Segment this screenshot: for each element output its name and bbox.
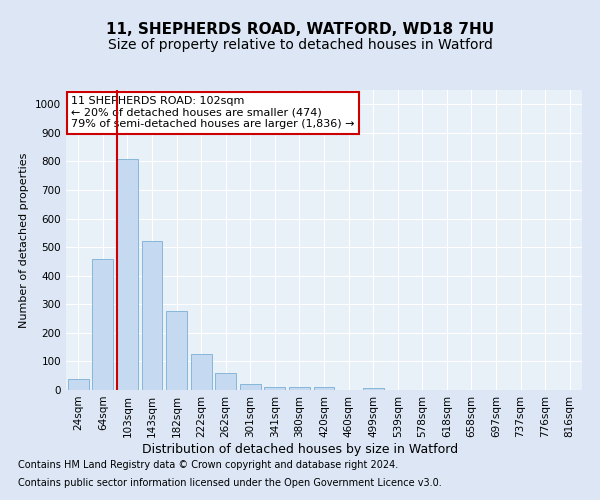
Text: 11 SHEPHERDS ROAD: 102sqm
← 20% of detached houses are smaller (474)
79% of semi: 11 SHEPHERDS ROAD: 102sqm ← 20% of detac… <box>71 96 355 129</box>
Bar <box>142 242 163 390</box>
Y-axis label: Number of detached properties: Number of detached properties <box>19 152 29 328</box>
Bar <box>362 388 383 390</box>
Text: Size of property relative to detached houses in Watford: Size of property relative to detached ho… <box>107 38 493 52</box>
Text: Contains public sector information licensed under the Open Government Licence v3: Contains public sector information licen… <box>18 478 442 488</box>
Bar <box>265 386 286 390</box>
Bar <box>240 384 261 390</box>
Text: Distribution of detached houses by size in Watford: Distribution of detached houses by size … <box>142 442 458 456</box>
Bar <box>92 258 113 390</box>
Bar <box>166 312 187 390</box>
Bar <box>117 158 138 390</box>
Bar <box>314 386 334 390</box>
Text: Contains HM Land Registry data © Crown copyright and database right 2024.: Contains HM Land Registry data © Crown c… <box>18 460 398 470</box>
Bar <box>215 374 236 390</box>
Bar <box>289 387 310 390</box>
Bar <box>68 378 89 390</box>
Bar <box>191 354 212 390</box>
Text: 11, SHEPHERDS ROAD, WATFORD, WD18 7HU: 11, SHEPHERDS ROAD, WATFORD, WD18 7HU <box>106 22 494 38</box>
